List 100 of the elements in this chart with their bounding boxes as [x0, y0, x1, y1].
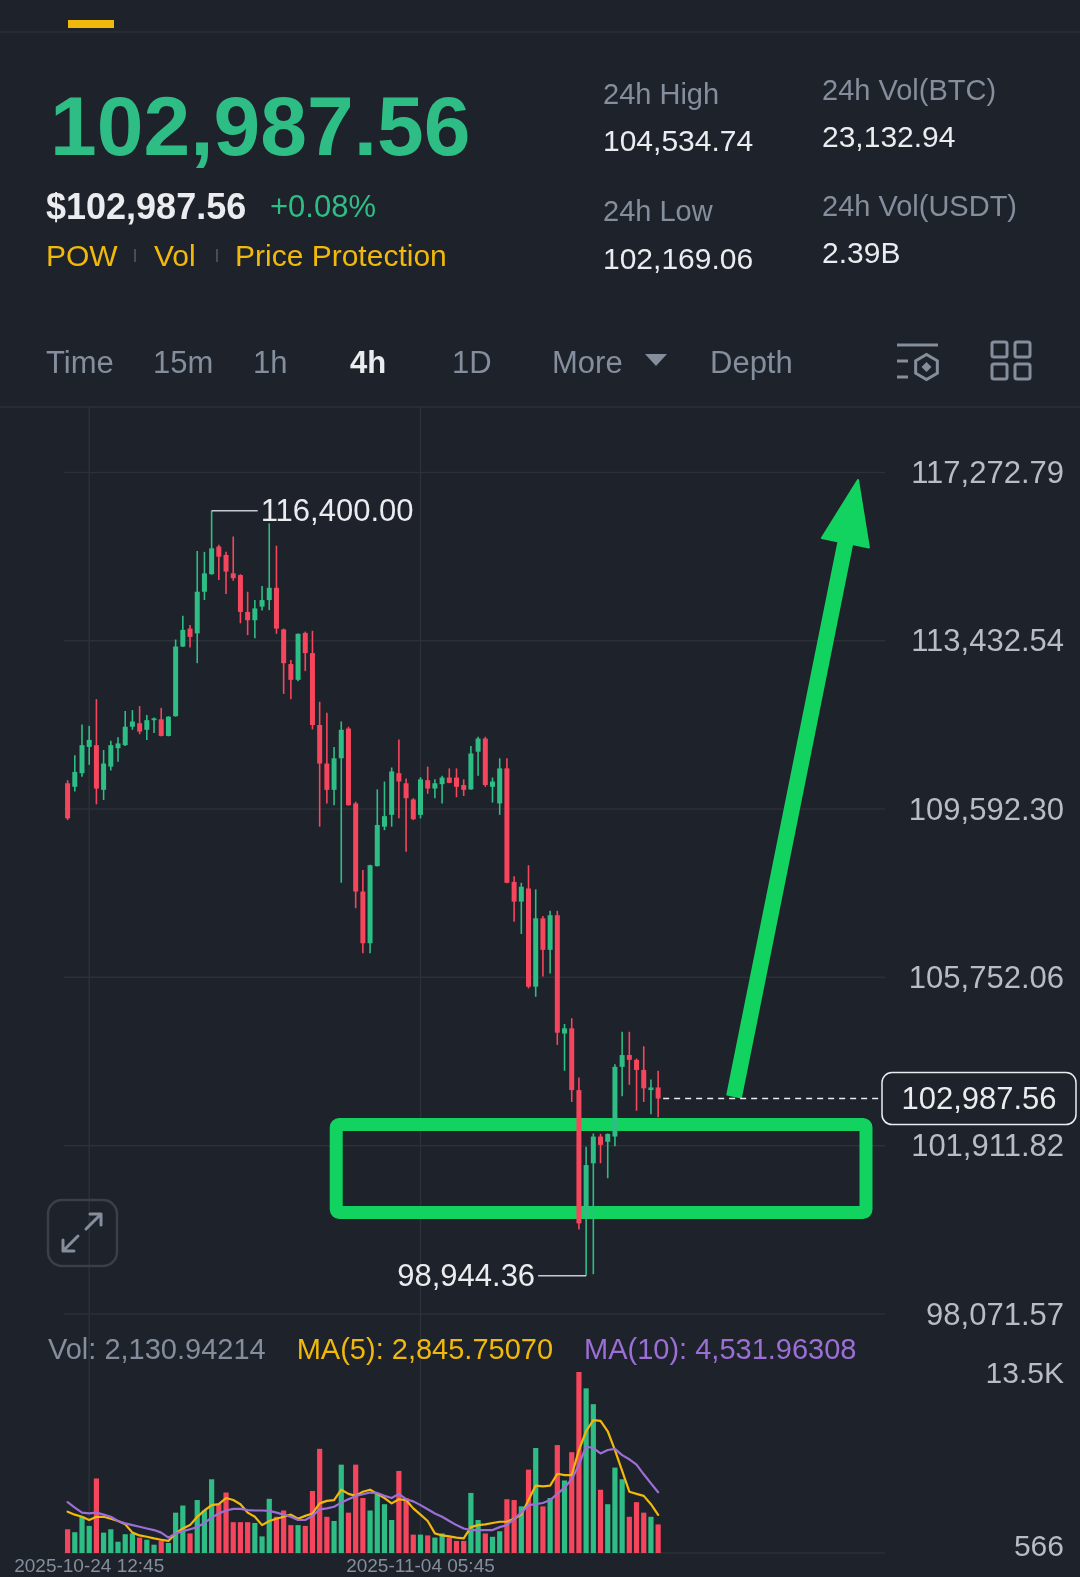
- bar: [324, 1516, 330, 1553]
- candlestick: [144, 714, 150, 741]
- text: 2.39B: [822, 235, 901, 269]
- text: 104,534.74: [603, 123, 754, 157]
- bar: [302, 1525, 308, 1553]
- bar: [511, 1500, 517, 1553]
- candlestick: [490, 776, 495, 804]
- x-tick-label: 2025-11-04 05:45: [346, 1554, 495, 1576]
- text: 23,132.94: [822, 119, 956, 153]
- candlestick: [511, 875, 517, 923]
- candlestick: [605, 1132, 611, 1179]
- bar: [165, 1542, 172, 1553]
- text: POW: [46, 238, 119, 272]
- text: Price Protection: [235, 238, 447, 272]
- bar: [360, 1498, 366, 1553]
- candlestick: [115, 736, 121, 763]
- bar: [122, 1534, 128, 1553]
- bar: [547, 1498, 553, 1553]
- bar: [295, 1525, 301, 1553]
- candlestick: [245, 590, 251, 636]
- candlestick: [626, 1031, 632, 1086]
- bar: [108, 1529, 114, 1553]
- bar: [648, 1516, 654, 1553]
- text: Depth: [710, 344, 793, 380]
- candlestick: [396, 738, 402, 820]
- candlestick: [381, 780, 387, 831]
- bar: [533, 1448, 539, 1553]
- candlestick: [201, 551, 207, 601]
- candlestick: [598, 1133, 604, 1165]
- text: More: [552, 344, 623, 380]
- candlestick: [86, 725, 92, 766]
- x-tick-label: 2025-10-24 12:45: [14, 1554, 165, 1576]
- text: 1h: [253, 344, 288, 380]
- bar: [252, 1522, 258, 1553]
- candlestick: [648, 1078, 654, 1115]
- candlestick: [129, 709, 135, 731]
- text: 102,987.56: [50, 79, 471, 173]
- candlestick: [403, 777, 409, 853]
- bar: [597, 1489, 604, 1553]
- bar: [497, 1531, 503, 1553]
- bar: [216, 1504, 222, 1553]
- candlestick: [439, 775, 445, 805]
- candlestick: [641, 1045, 647, 1103]
- text: MA(5): 2,845.75070: [296, 1333, 554, 1365]
- bar: [583, 1388, 589, 1553]
- candlestick: [259, 585, 265, 612]
- text: $102,987.56: [46, 185, 247, 227]
- bar: [259, 1536, 265, 1553]
- text: Vol: 2,130.94214: [48, 1333, 266, 1365]
- text: Time: [46, 344, 114, 380]
- bar: [626, 1516, 632, 1553]
- bar: [446, 1537, 452, 1553]
- bar: [338, 1464, 344, 1553]
- bar: [432, 1537, 438, 1553]
- text: 24h Low: [603, 195, 714, 227]
- text: 102,169.06: [603, 241, 754, 275]
- bar: [223, 1492, 229, 1553]
- bar: [633, 1502, 640, 1553]
- bar: [655, 1524, 661, 1553]
- candlestick: [425, 765, 431, 795]
- y-tick-label: 109,592.30: [908, 791, 1064, 827]
- bar: [489, 1536, 496, 1553]
- line-series: [66, 1419, 660, 1543]
- text: +0.08%: [270, 188, 377, 224]
- bar: [396, 1470, 402, 1553]
- text: 4h: [350, 344, 387, 380]
- y-tick-label: 98,071.57: [926, 1296, 1064, 1332]
- bar: [461, 1540, 467, 1553]
- text: Vol: [154, 238, 196, 272]
- bar: [374, 1493, 380, 1553]
- candlestick: [223, 551, 229, 595]
- candlestick: [72, 754, 78, 793]
- bar: [417, 1534, 424, 1553]
- candlestick: [302, 630, 308, 672]
- bar: [612, 1467, 618, 1553]
- candlestick: [151, 716, 157, 734]
- candlestick: [518, 881, 524, 935]
- candlestick: [108, 739, 114, 772]
- bar: [367, 1510, 373, 1553]
- candlestick: [252, 599, 258, 639]
- annotation: 116,400.00: [260, 493, 414, 529]
- candlestick: [158, 707, 164, 738]
- bar: [561, 1480, 568, 1553]
- bar: [576, 1372, 582, 1553]
- candlestick: [634, 1057, 640, 1112]
- bar: [641, 1512, 647, 1553]
- annotation: 98,944.36: [397, 1258, 536, 1294]
- bar: [331, 1520, 337, 1553]
- bar: [79, 1516, 85, 1553]
- bar: [453, 1540, 460, 1553]
- candlestick: [216, 544, 222, 581]
- y-tick-label: 101,911.82: [911, 1128, 1064, 1164]
- candlestick: [475, 736, 481, 777]
- bar: [86, 1525, 92, 1553]
- candlestick: [122, 710, 128, 747]
- bar: [65, 1529, 71, 1553]
- bar: [245, 1522, 251, 1553]
- candlestick: [655, 1070, 661, 1119]
- text: 15m: [153, 344, 214, 380]
- bar: [137, 1537, 143, 1553]
